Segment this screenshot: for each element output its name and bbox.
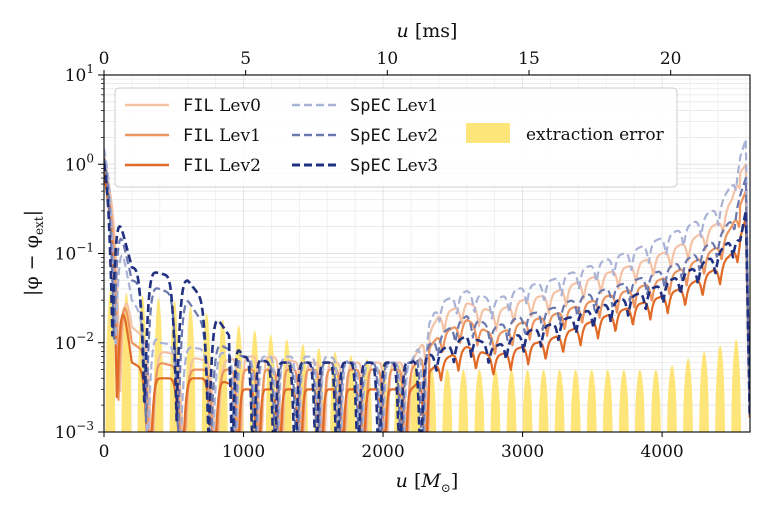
band-lobe: [474, 369, 485, 432]
legend-label: FIL Lev0: [183, 96, 261, 116]
band-lobe: [570, 369, 581, 432]
band-lobe: [554, 369, 565, 432]
band-lobe: [618, 369, 629, 432]
band-lobe: [442, 369, 453, 432]
top-x-tick-label: 15: [518, 49, 540, 69]
series-line-spec-lev3: [104, 163, 750, 432]
band-lobe: [602, 369, 613, 432]
ticks: [98, 70, 672, 437]
legend-label: SpEC Lev2: [350, 126, 438, 146]
x-axis-label: u [M⊙]: [396, 470, 459, 495]
y-axis-label: |φ − φext|: [21, 210, 46, 296]
band-lobe: [586, 369, 597, 432]
legend-label: FIL Lev2: [183, 156, 261, 176]
y-tick-label: 10−3: [55, 419, 94, 443]
legend-label: FIL Lev1: [183, 126, 261, 146]
band-lobe: [522, 369, 533, 432]
series-line-spec-lev1: [104, 138, 750, 432]
band-lobe: [715, 345, 726, 432]
x-tick-label: 2000: [361, 442, 404, 462]
legend-swatch: [466, 123, 510, 143]
y-tick-label: 100: [65, 151, 94, 175]
y-tick-label: 10−2: [55, 330, 94, 354]
legend-label: SpEC Lev3: [350, 156, 438, 176]
band-lobe: [683, 358, 693, 432]
legend-label: extraction error: [526, 125, 665, 145]
band-lobe: [490, 369, 501, 432]
series-line-spec-lev2: [104, 157, 750, 432]
x-tick-label: 0: [99, 442, 110, 462]
legend-label: SpEC Lev1: [350, 96, 438, 116]
legend-box: [114, 87, 678, 188]
band-lobe: [506, 369, 517, 432]
top-x-tick-label: 0: [99, 49, 110, 69]
series-line-fil-lev2: [104, 172, 750, 432]
legend: FIL Lev0 FIL Lev1 FIL Lev2 SpEC Lev1 SpEC Le…: [114, 87, 678, 188]
x-tick-label: 3000: [501, 442, 544, 462]
y-tick-label: 10−1: [55, 241, 94, 265]
x-tick-label: 1000: [222, 442, 265, 462]
series-lines: [104, 138, 750, 432]
band-lobe: [538, 369, 549, 432]
band-lobe: [634, 369, 645, 432]
top-x-tick-label: 10: [377, 49, 399, 69]
band-lobe: [667, 365, 677, 432]
x-tick-label: 4000: [640, 442, 683, 462]
top-x-tick-label: 20: [660, 49, 682, 69]
band-lobe: [699, 351, 709, 432]
top-x-axis-label: u [ms]: [397, 20, 458, 42]
y-tick-label: 101: [65, 62, 94, 86]
tick-labels: 0 1000 2000 3000 4000 0 5 10 15 20 10−3 10−2 10−1 100…: [55, 49, 684, 462]
band-lobe: [650, 369, 661, 432]
series-line-fil-lev1: [104, 164, 750, 432]
band-lobe: [731, 339, 742, 432]
top-x-tick-label: 5: [240, 49, 251, 69]
band-lobe: [458, 369, 469, 432]
